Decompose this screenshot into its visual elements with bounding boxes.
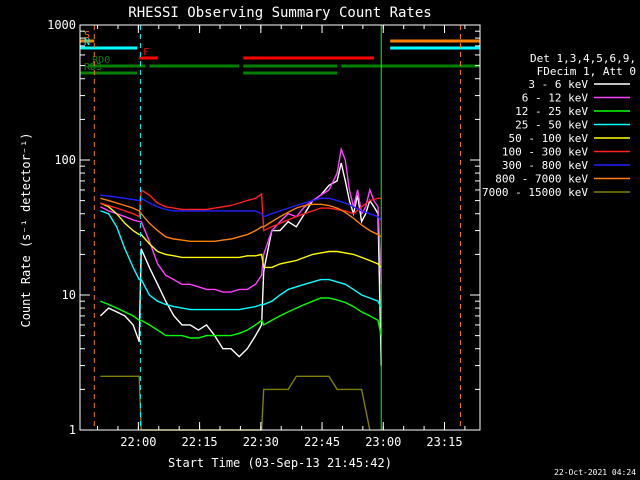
legend-label-7: 800 - 7000 keV xyxy=(495,173,588,186)
legend-label-3: 25 - 50 keV xyxy=(515,119,588,132)
legend-header-1: FDecim 1, Att 0 xyxy=(537,65,636,78)
series-line-8 xyxy=(100,375,371,431)
legend-label-6: 300 - 800 keV xyxy=(502,159,588,172)
state-bar-label-2: F xyxy=(143,47,149,58)
legend-label-1: 6 - 12 keV xyxy=(522,92,589,105)
series-line-6 xyxy=(100,194,382,221)
plot-frame xyxy=(79,24,481,431)
legend-label-4: 50 - 100 keV xyxy=(509,132,589,145)
chart-title: RHESSI Observing Summary Count Rates xyxy=(128,5,431,21)
axes-group: 22:00 22:15 22:30 22:45 23:00 23:15 1 10 100 1000 xyxy=(47,18,481,449)
series-line-4 xyxy=(100,202,382,269)
state-bar-label-3: RD0 xyxy=(92,55,110,66)
y-tick-label-3: 1000 xyxy=(47,18,76,32)
legend-label-8: 7000 - 15000 keV xyxy=(482,186,588,199)
x-tick-label-1: 22:15 xyxy=(182,435,218,449)
legend: Det 1,3,4,5,6,9,FDecim 1, Att 03 - 6 keV… xyxy=(482,52,636,199)
x-tick-label-0: 22:00 xyxy=(120,435,156,449)
legend-label-0: 3 - 6 keV xyxy=(528,78,588,91)
state-bar-label-1: N xyxy=(84,37,90,48)
footer-timestamp: 22-Oct-2021 04:24 xyxy=(554,468,636,477)
plot-lines-group xyxy=(99,146,382,431)
legend-header-0: Det 1,3,4,5,6,9, xyxy=(530,52,636,65)
series-line-7 xyxy=(100,197,382,243)
state-bar-label-4: RD3 xyxy=(84,62,102,73)
x-tick-label-2: 22:30 xyxy=(243,435,279,449)
x-tick-label-5: 23:15 xyxy=(426,435,462,449)
series-line-5 xyxy=(100,188,382,232)
legend-label-5: 100 - 300 keV xyxy=(502,146,588,159)
y-tick-label-1: 10 xyxy=(62,288,76,302)
x-tick-label-4: 23:00 xyxy=(365,435,401,449)
y-tick-label-2: 100 xyxy=(54,153,76,167)
y-tick-label-0: 1 xyxy=(69,423,76,437)
legend-label-2: 12 - 25 keV xyxy=(515,105,588,118)
x-tick-label-3: 22:45 xyxy=(304,435,340,449)
x-axis-label: Start Time (03-Sep-13 21:45:42) xyxy=(168,456,392,470)
state-bar-label-0: S xyxy=(84,30,90,41)
series-line-3 xyxy=(100,210,382,311)
y-axis-label: Count Rate (s⁻¹ detector⁻¹) xyxy=(19,132,33,327)
series-line-2 xyxy=(100,297,382,339)
